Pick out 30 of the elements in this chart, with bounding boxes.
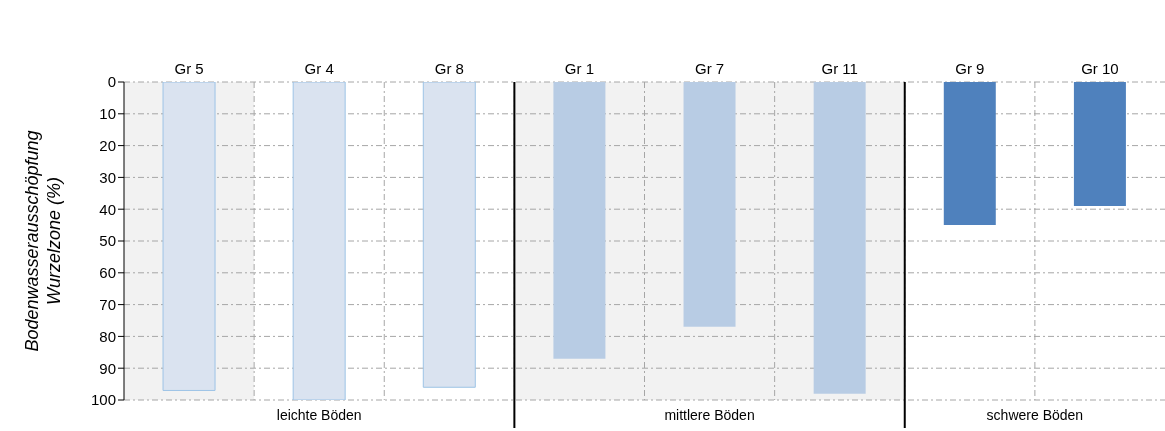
x-tick-label: Gr 9 [955, 60, 985, 77]
y-axis-title: Bodenwasserausschöpfung Wurzelzone (%) [22, 130, 64, 352]
y-tick-label: 100 [90, 391, 116, 409]
bar [292, 82, 346, 400]
x-tick-label: Gr 1 [564, 60, 595, 77]
y-tick-label: 20 [99, 136, 116, 154]
y-tick-label: 0 [107, 73, 116, 91]
x-tick-label: Gr 11 [821, 60, 858, 77]
bar [1073, 82, 1126, 207]
text: leichte Böden [276, 407, 362, 423]
x-tick-label: Gr 5 [174, 60, 204, 77]
y-tick-label: 70 [99, 295, 116, 313]
y-tick-label: 60 [99, 264, 116, 282]
text: schwere Böden [986, 407, 1084, 423]
bar [683, 82, 736, 327]
x-tick-label: Gr 7 [694, 60, 725, 77]
text: mittlere Böden [664, 407, 755, 423]
y-tick-label: 30 [99, 168, 116, 186]
y-tick-label: 40 [99, 200, 116, 218]
y-tick-label: 10 [99, 105, 116, 123]
bar [813, 82, 866, 394]
x-tick-label: Gr 10 [1081, 60, 1119, 77]
bar [943, 82, 996, 226]
y-tick-label: 90 [99, 359, 116, 377]
y-tick-label: 80 [99, 327, 116, 345]
bar [422, 82, 476, 388]
x-tick-label: Gr 4 [304, 60, 334, 77]
x-tick-label: Gr 8 [434, 60, 464, 77]
y-tick-label: 50 [99, 232, 116, 250]
bar [553, 82, 606, 359]
